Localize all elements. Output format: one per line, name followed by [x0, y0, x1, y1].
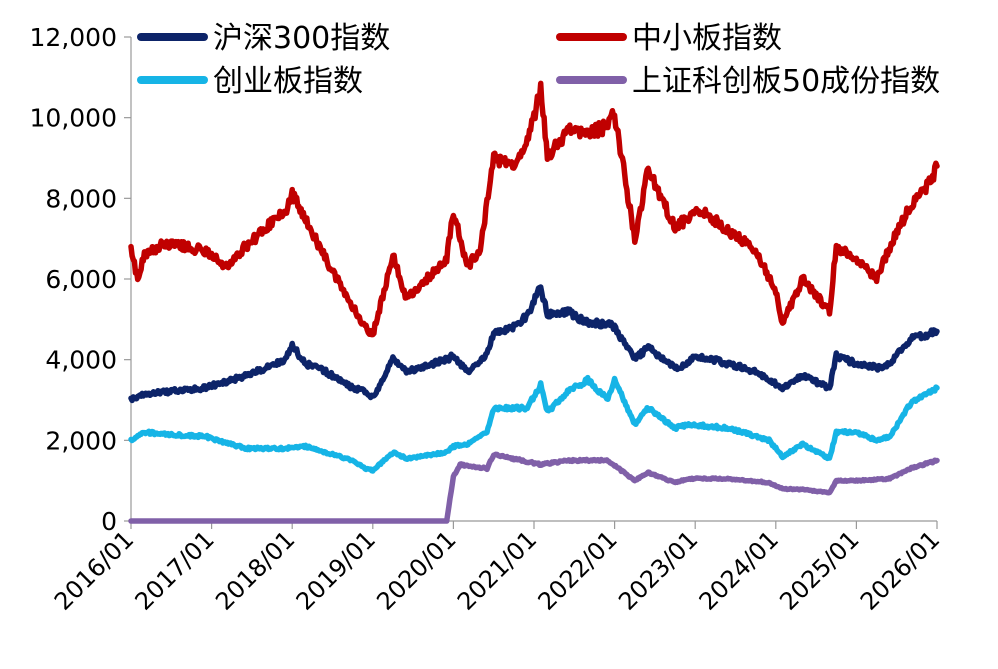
legend-label: 创业板指数 — [213, 64, 363, 99]
x-tick-label: 2023/01 — [613, 525, 703, 615]
y-tick-label: 6,000 — [45, 265, 117, 294]
series-lines — [128, 80, 940, 524]
y-tick-label: 4,000 — [45, 346, 117, 375]
y-tick-label: 10,000 — [30, 104, 117, 133]
series-line-0 — [128, 284, 940, 404]
y-tick-label: 0 — [101, 507, 117, 536]
legend-label: 中小板指数 — [632, 21, 782, 56]
legend-label: 沪深300指数 — [213, 21, 390, 56]
x-tick-label: 2021/01 — [452, 525, 542, 615]
x-tick-label: 2025/01 — [774, 525, 864, 615]
x-tick-label: 2019/01 — [291, 525, 381, 615]
legend-label: 上证科创板50成份指数 — [632, 64, 940, 99]
y-tick-label: 12,000 — [30, 23, 117, 52]
x-tick-label: 2024/01 — [694, 525, 784, 615]
x-tick-label: 2020/01 — [371, 525, 461, 615]
y-tick-label: 2,000 — [45, 426, 117, 455]
y-tick-label: 8,000 — [45, 184, 117, 213]
x-tick-label: 2018/01 — [210, 525, 300, 615]
series-line-1 — [128, 80, 940, 338]
x-tick-label: 2026/01 — [855, 525, 945, 615]
x-tick-label: 2017/01 — [130, 525, 220, 615]
x-tick-label: 2016/01 — [49, 525, 139, 615]
x-tick-label: 2022/01 — [533, 525, 623, 615]
series-line-2 — [128, 374, 940, 474]
series-line-3 — [128, 451, 940, 524]
axes: 0 2,000 4,000 6,000 8,000 10,000 12,000 2016/01… — [30, 23, 946, 616]
